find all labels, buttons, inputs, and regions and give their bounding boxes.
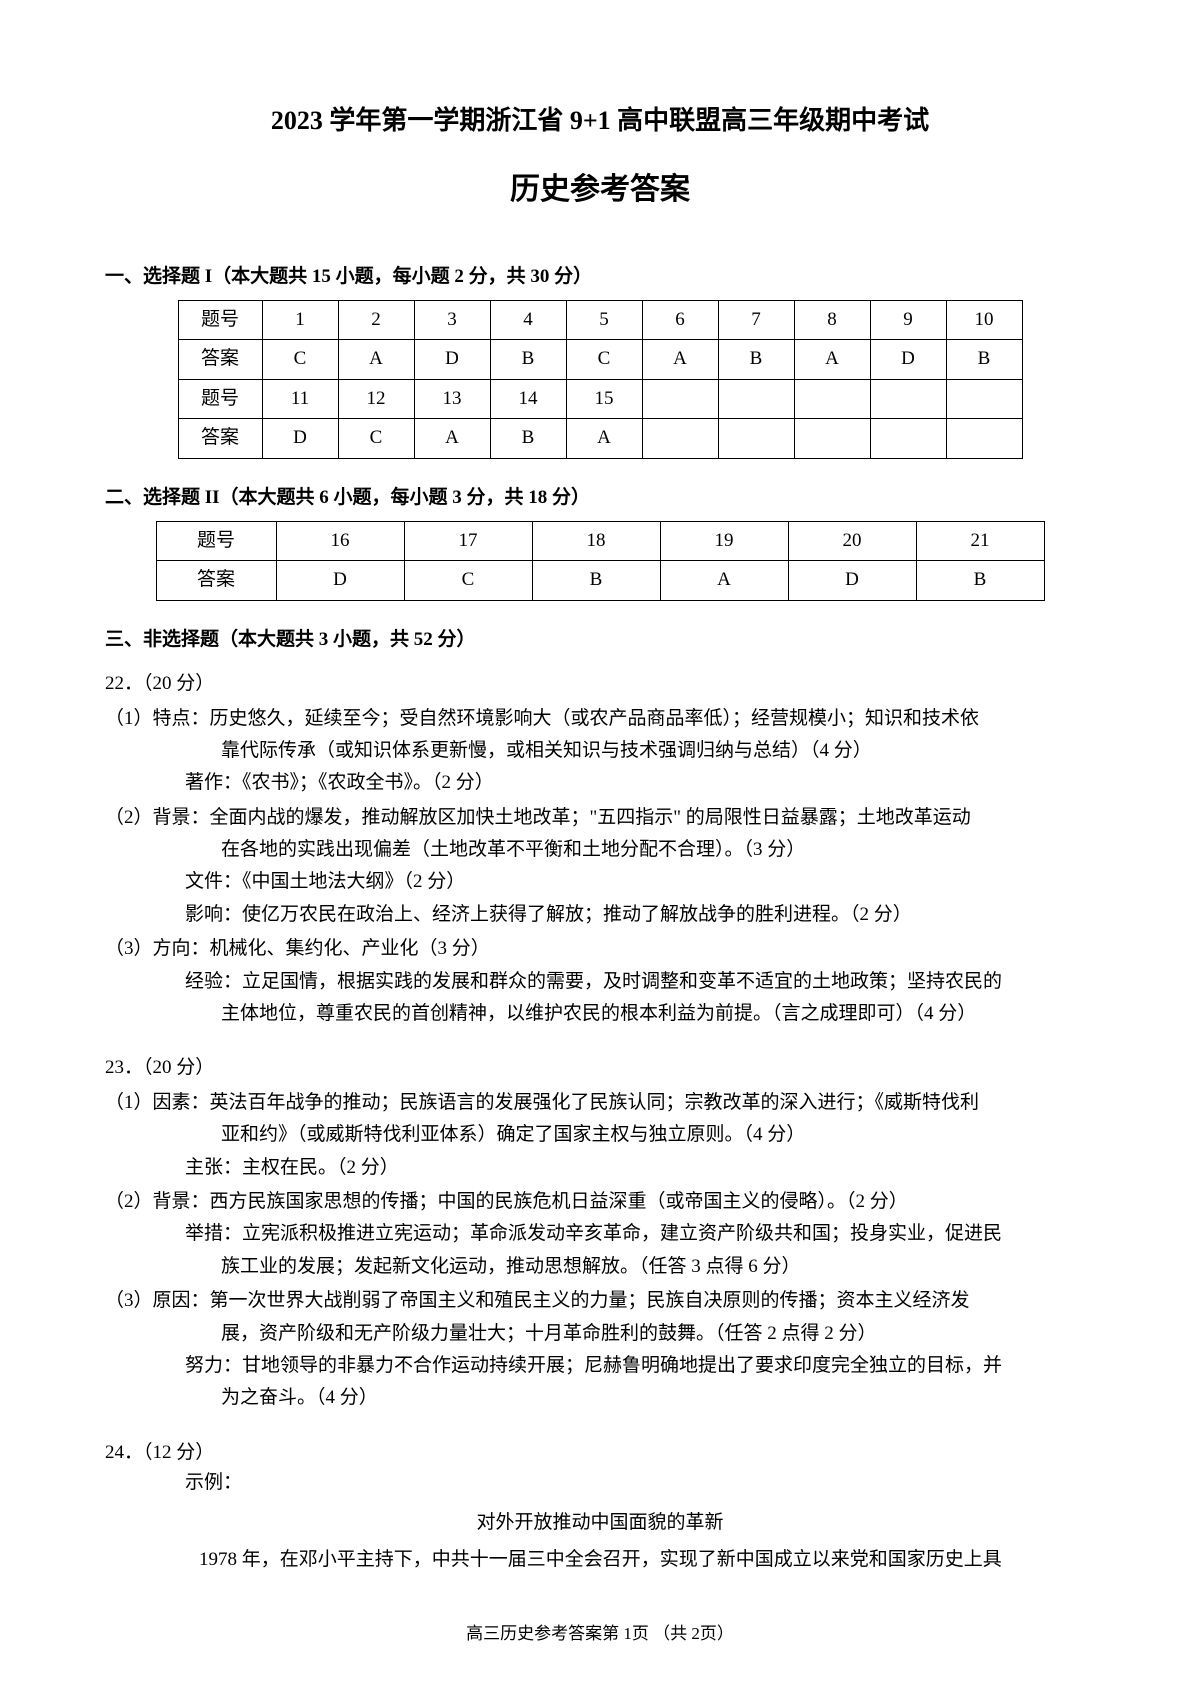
cell: 11: [262, 379, 338, 418]
cell: B: [490, 340, 566, 379]
cell: B: [718, 340, 794, 379]
q23-p2a: （2）背景：西方民族国家思想的传播；中国的民族危机日益深重（或帝国主义的侵略）。…: [105, 1187, 1095, 1217]
row-label: 答案: [178, 419, 262, 458]
cell: A: [566, 419, 642, 458]
cell: A: [642, 340, 718, 379]
table-row: 题号 16 17 18 19 20 21: [156, 521, 1044, 560]
cell: [794, 379, 870, 418]
section2-heading: 二、选择题 II（本大题共 6 小题，每小题 3 分，共 18 分）: [105, 483, 1095, 513]
cell: 12: [338, 379, 414, 418]
cell: A: [338, 340, 414, 379]
row-label: 答案: [156, 561, 276, 600]
q23-p2c: 族工业的发展；发起新文化运动，推动思想解放。（任答 3 点得 6 分）: [105, 1252, 1095, 1282]
cell: [946, 419, 1022, 458]
q22-p2d: 影响：使亿万农民在政治上、经济上获得了解放；推动了解放战争的胜利进程。（2 分）: [105, 900, 1095, 930]
q22-p3a: （3）方向：机械化、集约化、产业化（3 分）: [105, 934, 1095, 964]
q22-p2b: 在各地的实践出现偏差（土地改革不平衡和土地分配不合理）。（3 分）: [105, 835, 1095, 865]
row-label: 题号: [178, 300, 262, 339]
row-label: 题号: [156, 521, 276, 560]
table-row: 题号 1 2 3 4 5 6 7 8 9 10: [178, 300, 1022, 339]
q22-p2a: （2）背景：全面内战的爆发，推动解放区加快土地改革；"五四指示" 的局限性日益暴…: [105, 803, 1095, 833]
section3-heading: 三、非选择题（本大题共 3 小题，共 52 分）: [105, 625, 1095, 655]
answer-table-2: 题号 16 17 18 19 20 21 答案 D C B A D B: [156, 521, 1045, 601]
cell: 2: [338, 300, 414, 339]
cell: A: [660, 561, 788, 600]
cell: 20: [788, 521, 916, 560]
q22-p1c: 著作：《农书》；《农政全书》。（2 分）: [105, 768, 1095, 798]
title-sub: 历史参考答案: [105, 166, 1095, 214]
cell: [794, 419, 870, 458]
q22-p2c: 文件：《中国土地法大纲》（2 分）: [105, 867, 1095, 897]
cell: 4: [490, 300, 566, 339]
q23-p3b: 展，资产阶级和无产阶级力量壮大；十月革命胜利的鼓舞。（任答 2 点得 2 分）: [105, 1319, 1095, 1349]
cell: 16: [276, 521, 404, 560]
page-footer: 高三历史参考答案第 1页 （共 2页）: [105, 1620, 1095, 1647]
cell: 18: [532, 521, 660, 560]
cell: 6: [642, 300, 718, 339]
q22-p1b: 靠代际传承（或知识体系更新慢，或相关知识与技术强调归纳与总结）（4 分）: [105, 736, 1095, 766]
cell: [718, 379, 794, 418]
cell: 21: [916, 521, 1044, 560]
q23-p1b: 亚和约》（或威斯特伐利亚体系）确定了国家主权与独立原则。（4 分）: [105, 1120, 1095, 1150]
cell: [642, 379, 718, 418]
q23-p1c: 主张：主权在民。（2 分）: [105, 1153, 1095, 1183]
cell: [718, 419, 794, 458]
cell: A: [794, 340, 870, 379]
q22-num: 22．（20 分）: [105, 669, 1095, 699]
q23-p3d: 为之奋斗。（4 分）: [105, 1383, 1095, 1413]
cell: C: [566, 340, 642, 379]
cell: B: [490, 419, 566, 458]
cell: 19: [660, 521, 788, 560]
q23-p3c: 努力：甘地领导的非暴力不合作运动持续开展；尼赫鲁明确地提出了要求印度完全独立的目…: [105, 1351, 1095, 1381]
row-label: 题号: [178, 379, 262, 418]
q22-p1a: （1）特点：历史悠久，延续至今；受自然环境影响大（或农产品商品率低）；经营规模小…: [105, 704, 1095, 734]
q24-example-title: 对外开放推动中国面貌的革新: [105, 1508, 1095, 1538]
q24-example-label: 示例：: [105, 1468, 1095, 1498]
cell: C: [338, 419, 414, 458]
q22-p3b: 经验：立足国情，根据实践的发展和群众的需要，及时调整和变革不适宜的土地政策；坚持…: [105, 967, 1095, 997]
cell: 9: [870, 300, 946, 339]
q22-p3c: 主体地位，尊重农民的首创精神，以维护农民的根本利益为前提。（言之成理即可）（4 …: [105, 999, 1095, 1029]
cell: A: [414, 419, 490, 458]
cell: D: [414, 340, 490, 379]
cell: B: [532, 561, 660, 600]
cell: 7: [718, 300, 794, 339]
cell: 1: [262, 300, 338, 339]
cell: [870, 379, 946, 418]
row-label: 答案: [178, 340, 262, 379]
table-row: 题号 11 12 13 14 15: [178, 379, 1022, 418]
answer-table-1: 题号 1 2 3 4 5 6 7 8 9 10 答案 C A D B C A B…: [178, 300, 1023, 459]
cell: 17: [404, 521, 532, 560]
cell: D: [870, 340, 946, 379]
cell: D: [276, 561, 404, 600]
q23-p3a: （3）原因：第一次世界大战削弱了帝国主义和殖民主义的力量；民族自决原则的传播；资…: [105, 1286, 1095, 1316]
title-main: 2023 学年第一学期浙江省 9+1 高中联盟高三年级期中考试: [105, 100, 1095, 142]
cell: C: [404, 561, 532, 600]
cell: [946, 379, 1022, 418]
cell: 14: [490, 379, 566, 418]
cell: 8: [794, 300, 870, 339]
table-row: 答案 D C B A D B: [156, 561, 1044, 600]
q23-p1a: （1）因素：英法百年战争的推动；民族语言的发展强化了民族认同；宗教改革的深入进行…: [105, 1088, 1095, 1118]
q24-example-body: 1978 年，在邓小平主持下，中共十一届三中全会召开，实现了新中国成立以来党和国…: [105, 1545, 1095, 1575]
cell: C: [262, 340, 338, 379]
cell: [642, 419, 718, 458]
table-row: 答案 D C A B A: [178, 419, 1022, 458]
cell: B: [946, 340, 1022, 379]
table-row: 答案 C A D B C A B A D B: [178, 340, 1022, 379]
cell: [870, 419, 946, 458]
cell: D: [262, 419, 338, 458]
cell: D: [788, 561, 916, 600]
cell: 10: [946, 300, 1022, 339]
cell: 13: [414, 379, 490, 418]
q23-p2b: 举措：立宪派积极推进立宪运动；革命派发动辛亥革命，建立资产阶级共和国；投身实业，…: [105, 1219, 1095, 1249]
q23-num: 23．（20 分）: [105, 1053, 1095, 1083]
section1-heading: 一、选择题 I（本大题共 15 小题，每小题 2 分，共 30 分）: [105, 262, 1095, 292]
cell: 5: [566, 300, 642, 339]
cell: 15: [566, 379, 642, 418]
cell: 3: [414, 300, 490, 339]
q24-num: 24．（12 分）: [105, 1438, 1095, 1468]
cell: B: [916, 561, 1044, 600]
